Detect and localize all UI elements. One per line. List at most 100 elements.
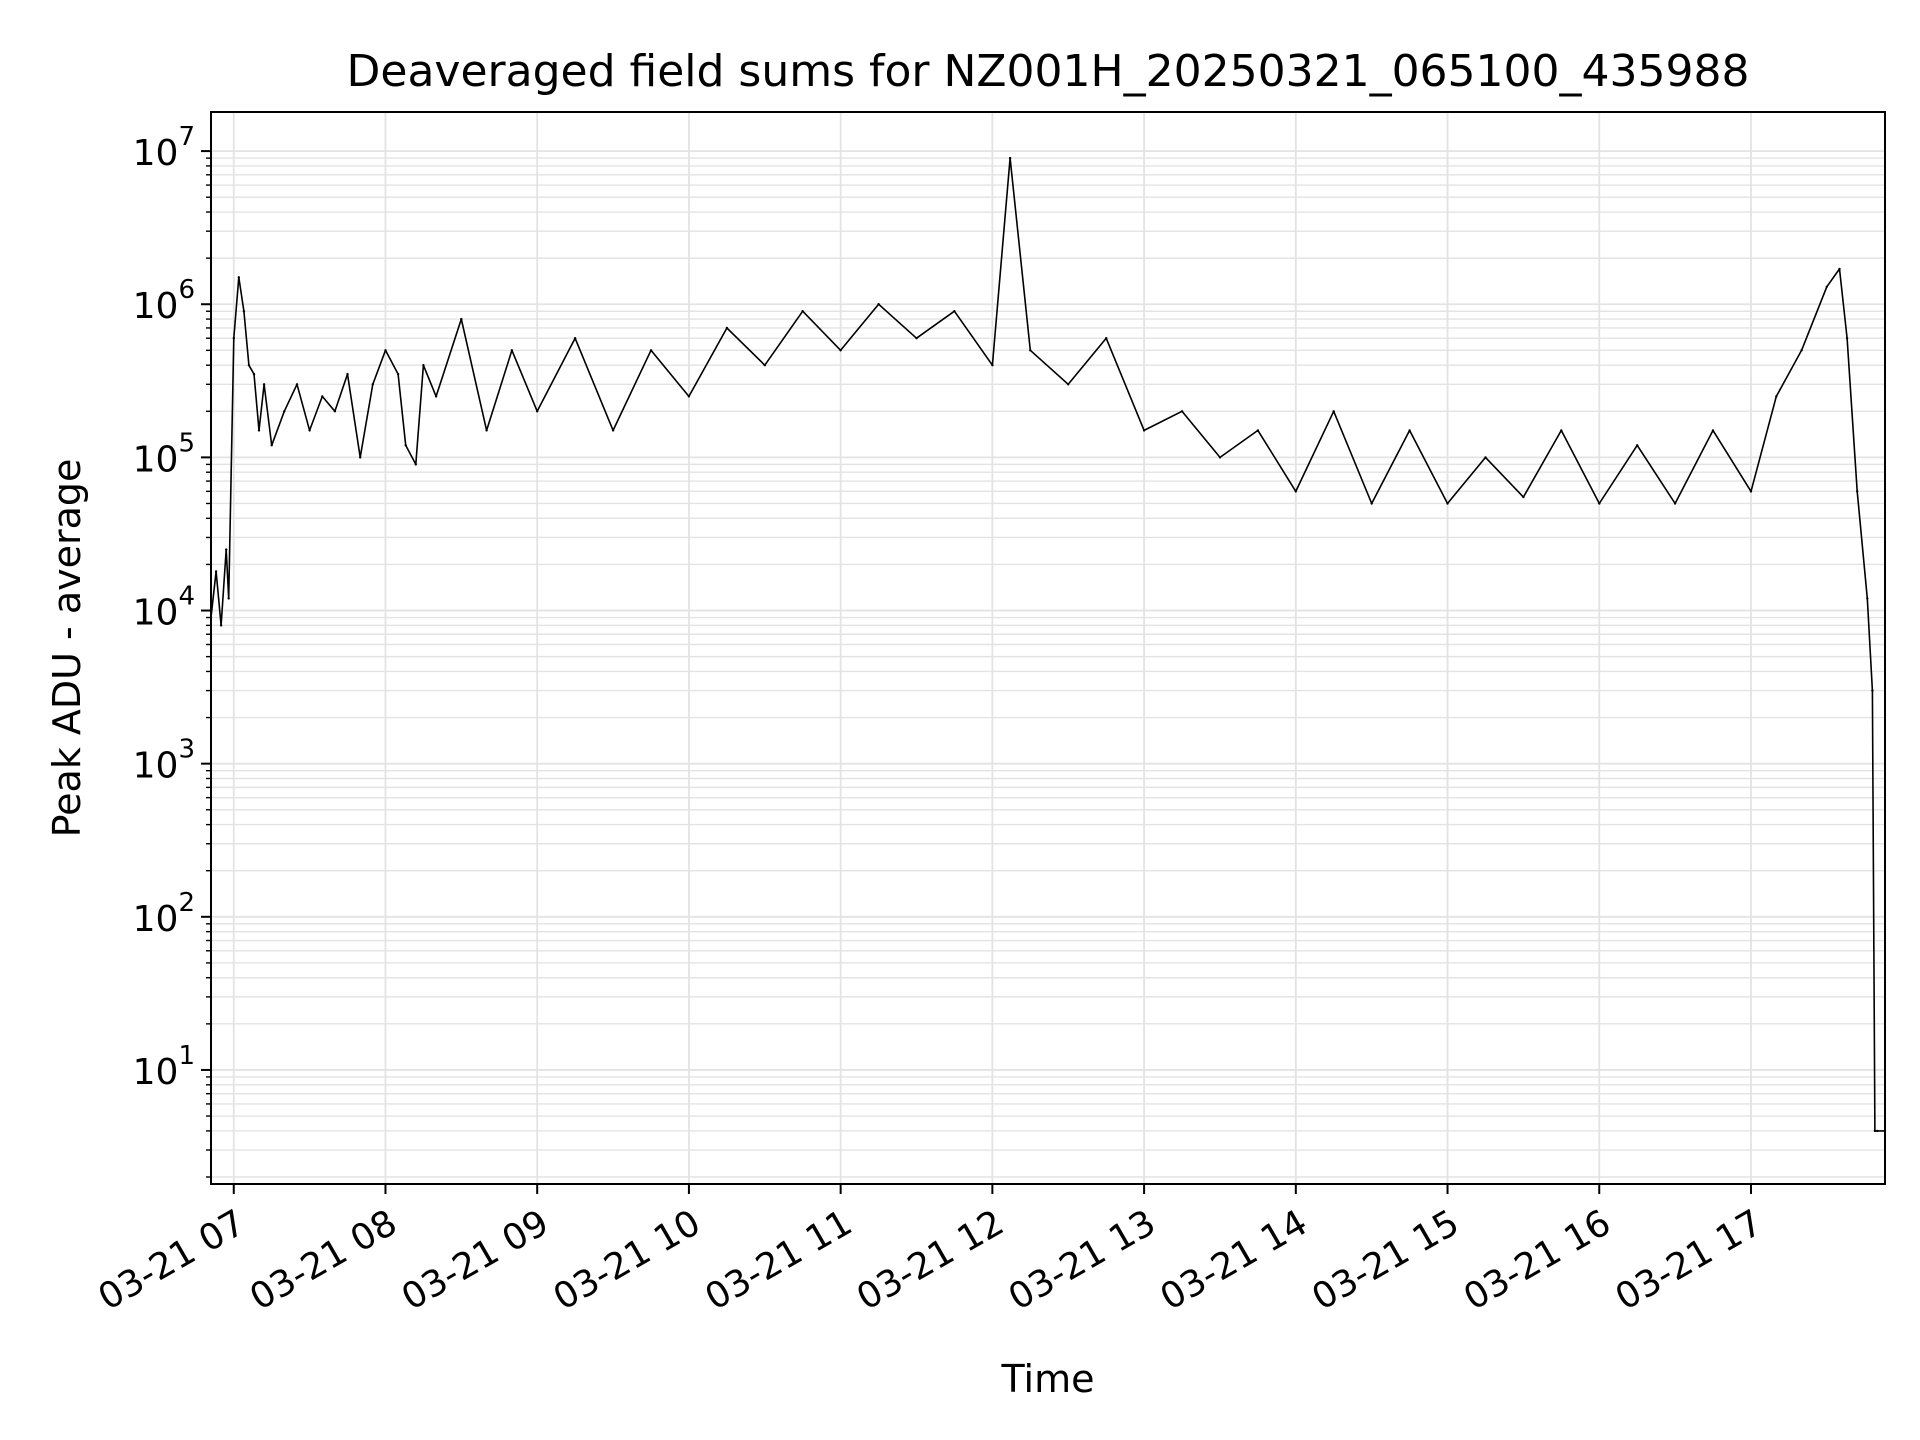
data-point xyxy=(1446,502,1449,505)
x-tick-label: 03-21 14 xyxy=(1154,1202,1315,1318)
data-point xyxy=(991,364,994,367)
data-point xyxy=(536,410,539,413)
data-point xyxy=(257,429,261,432)
data-point xyxy=(1598,502,1601,505)
x-axis-label: Time xyxy=(1001,1357,1095,1401)
data-point xyxy=(321,395,324,398)
data-point xyxy=(573,337,577,340)
data-point xyxy=(1484,456,1487,459)
data-point xyxy=(371,383,374,386)
data-point xyxy=(1871,689,1874,692)
data-point xyxy=(1560,429,1563,432)
y-tick-label: 101 xyxy=(133,1041,195,1093)
y-tick-label: 105 xyxy=(133,428,195,480)
data-point xyxy=(1800,349,1803,352)
y-tick-label: 104 xyxy=(133,582,195,634)
data-point xyxy=(953,310,956,313)
data-point xyxy=(1673,502,1677,505)
x-tick-label: 03-21 09 xyxy=(395,1202,556,1318)
data-point xyxy=(219,624,223,627)
y-tick-label: 102 xyxy=(133,888,195,940)
data-point xyxy=(649,349,653,352)
y-axis: 101 102 103 104 105 106 107 xyxy=(133,122,211,1178)
data-point xyxy=(308,429,311,432)
data-point xyxy=(1749,490,1753,493)
data-point xyxy=(232,337,235,340)
data-point xyxy=(1105,337,1108,340)
data-point xyxy=(1008,156,1012,160)
x-tick-label: 03-21 15 xyxy=(1305,1202,1466,1318)
x-tick-label: 03-21 08 xyxy=(243,1202,404,1318)
data-point xyxy=(270,444,273,447)
data-point xyxy=(1636,444,1639,447)
data-point xyxy=(1876,1129,1879,1133)
grid xyxy=(211,112,1885,1184)
data-point xyxy=(687,395,691,398)
data-point xyxy=(460,317,463,321)
data-point xyxy=(247,364,251,367)
data-point xyxy=(801,310,804,313)
y-tick-label: 107 xyxy=(133,122,195,174)
x-tick-label: 03-21 16 xyxy=(1457,1202,1618,1318)
data-point xyxy=(396,372,400,376)
data-point xyxy=(839,349,842,352)
data-point xyxy=(237,276,240,279)
data-point xyxy=(384,349,387,352)
data-point xyxy=(262,383,266,386)
data-point xyxy=(1856,490,1859,493)
data-point xyxy=(242,310,246,313)
data-point xyxy=(485,429,488,432)
data-point xyxy=(1029,349,1032,352)
data-point xyxy=(1180,410,1184,413)
series-layer xyxy=(209,156,1887,1133)
data-point xyxy=(295,383,299,386)
data-point xyxy=(422,364,425,367)
x-tick-label: 03-21 12 xyxy=(850,1202,1011,1318)
data-point xyxy=(1873,1129,1877,1133)
data-point xyxy=(404,444,407,447)
data-point xyxy=(333,410,337,413)
y-tick-label: 103 xyxy=(133,735,195,787)
data-point xyxy=(252,372,256,376)
data-point xyxy=(225,548,228,551)
x-tick-label: 03-21 07 xyxy=(92,1202,253,1318)
data-point xyxy=(1775,395,1778,398)
y-tick-label: 106 xyxy=(133,275,195,327)
data-point xyxy=(214,570,218,573)
data-point xyxy=(1866,597,1869,600)
data-point xyxy=(611,429,615,432)
data-point xyxy=(1408,429,1411,432)
data-point xyxy=(1845,337,1849,340)
data-point xyxy=(434,395,438,398)
plot-frame xyxy=(210,111,1886,1185)
x-tick-label: 03-21 13 xyxy=(1002,1202,1163,1318)
data-point xyxy=(227,597,230,600)
data-point xyxy=(877,303,880,306)
data-point xyxy=(1218,456,1222,459)
y-axis-label: Peak ADU - average xyxy=(45,459,89,838)
x-tick-label: 03-21 10 xyxy=(547,1202,708,1318)
data-point xyxy=(1711,429,1715,432)
data-point xyxy=(1067,383,1070,386)
chart-title: Deaveraged field sums for NZ001H_2025032… xyxy=(347,46,1750,97)
data-point xyxy=(1142,429,1146,432)
data-point xyxy=(915,337,918,340)
x-tick-label: 03-21 17 xyxy=(1609,1202,1770,1318)
data-point xyxy=(1838,267,1841,271)
data-point xyxy=(510,349,514,352)
data-point xyxy=(1825,285,1829,288)
data-point xyxy=(1522,495,1525,499)
data-point xyxy=(1294,490,1298,493)
data-point xyxy=(1256,429,1260,432)
data-point xyxy=(346,372,349,376)
data-point xyxy=(414,463,417,466)
data-point xyxy=(1370,502,1373,505)
data-point xyxy=(283,410,286,413)
data-point xyxy=(725,326,729,330)
x-tick-label: 03-21 11 xyxy=(698,1202,859,1318)
data-point xyxy=(359,456,362,459)
data-point xyxy=(1332,410,1335,413)
